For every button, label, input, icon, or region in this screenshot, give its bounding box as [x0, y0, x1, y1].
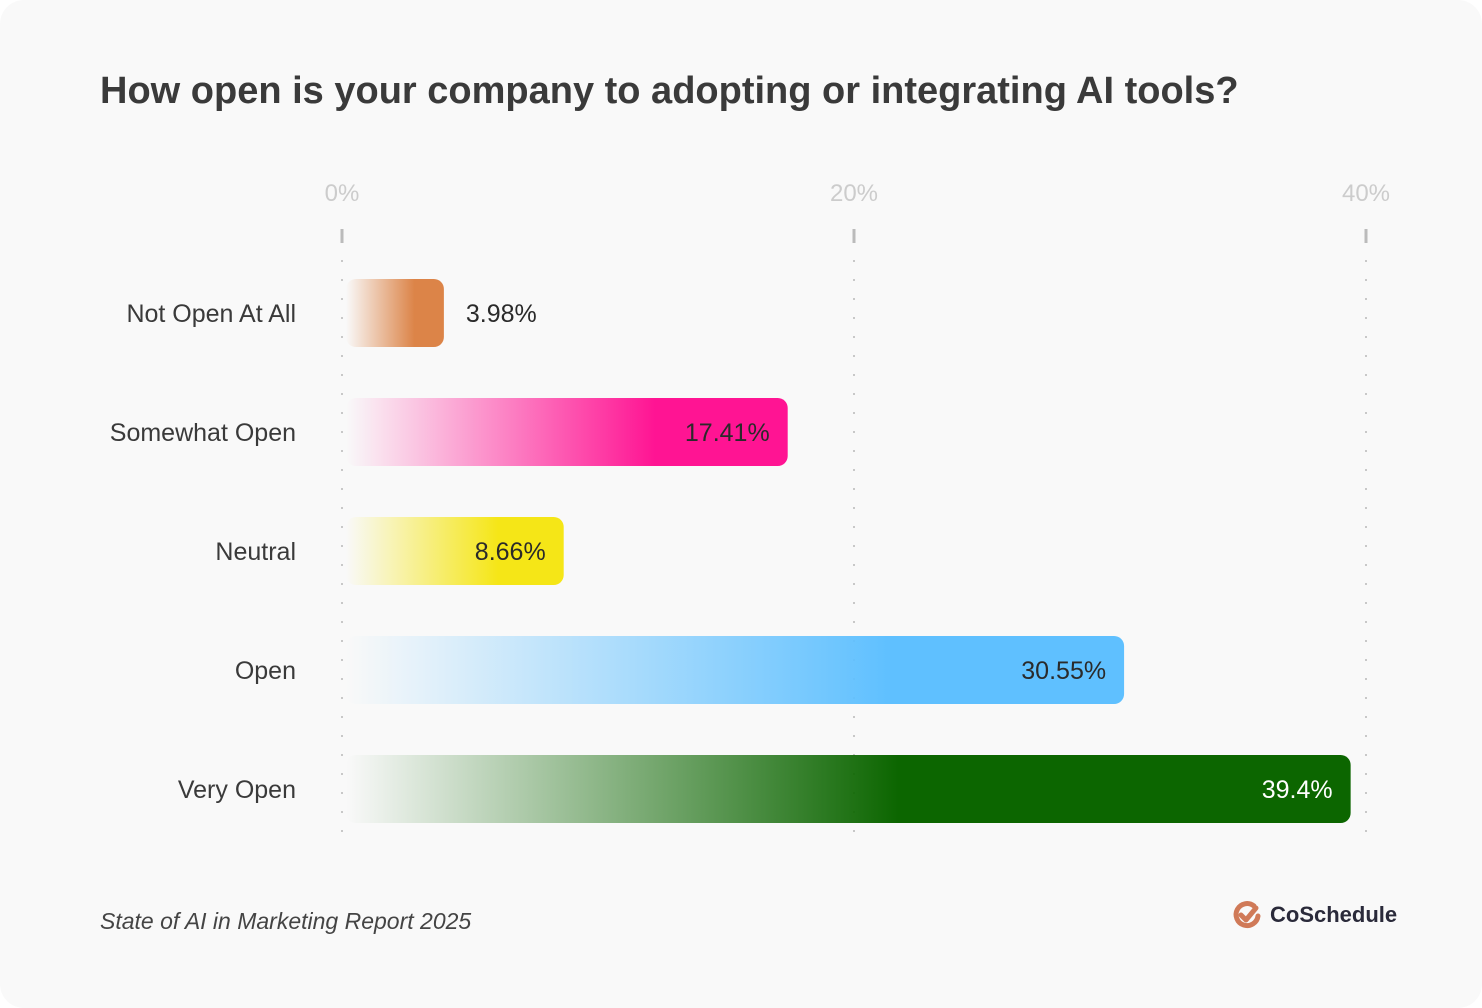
- bar: [346, 398, 788, 466]
- brand-name: CoSchedule: [1270, 902, 1398, 927]
- x-tick-label: 20%: [830, 180, 878, 207]
- brand-logo: CoSchedule: [1232, 900, 1397, 930]
- x-tick-label: 40%: [1342, 180, 1390, 207]
- category-label: Neutral: [215, 538, 296, 566]
- value-label: 17.41%: [685, 419, 770, 447]
- category-label: Very Open: [178, 776, 296, 804]
- x-tick-label: 0%: [325, 180, 360, 207]
- source-note: State of AI in Marketing Report 2025: [100, 908, 472, 934]
- value-label: 8.66%: [475, 538, 546, 566]
- value-label: 39.4%: [1262, 776, 1333, 804]
- category-label: Not Open At All: [126, 300, 296, 328]
- value-label: 30.55%: [1021, 657, 1106, 685]
- bar: [346, 755, 1351, 823]
- bar: [346, 636, 1125, 704]
- category-label: Open: [235, 657, 296, 685]
- bar: [346, 517, 564, 585]
- chart-title: How open is your company to adopting or …: [100, 70, 1239, 112]
- bar: [346, 279, 444, 347]
- value-label: 3.98%: [466, 300, 537, 328]
- category-label: Somewhat Open: [110, 419, 296, 447]
- checkmark-logo-icon: [1233, 901, 1261, 929]
